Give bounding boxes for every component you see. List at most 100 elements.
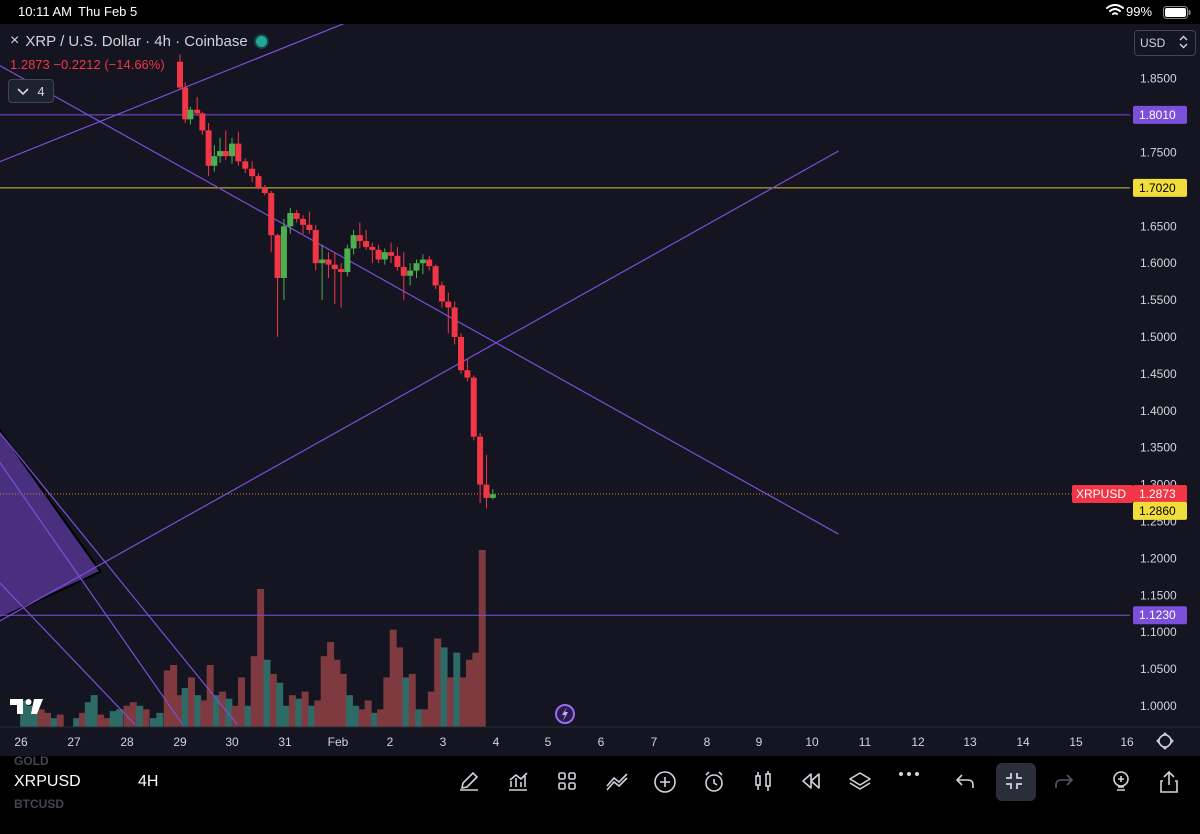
axis-settings-icon[interactable] (1156, 732, 1174, 750)
candle-body (325, 259, 332, 265)
volume-bar (345, 695, 353, 727)
y-tick-label: 1.4500 (1140, 367, 1177, 381)
alarm-icon[interactable] (702, 770, 728, 796)
y-tick-label: 1.6000 (1140, 256, 1177, 270)
collapse-button[interactable] (996, 763, 1036, 801)
replay-icon[interactable] (800, 770, 826, 796)
volume-bar (103, 718, 111, 727)
close-icon[interactable]: × (10, 32, 20, 49)
more-icon[interactable] (897, 770, 923, 796)
share-icon[interactable] (1158, 770, 1184, 796)
battery-icon (1163, 6, 1191, 22)
volume-bar (434, 638, 442, 727)
y-tick-label: 1.0000 (1140, 699, 1177, 713)
x-tick-label: 6 (598, 735, 605, 749)
undo-icon[interactable] (954, 770, 980, 796)
indicators-icon[interactable] (507, 770, 533, 796)
candle-body (489, 494, 496, 498)
indicators-toggle-button[interactable]: 4 (8, 79, 54, 103)
volume-bar (440, 647, 448, 727)
y-tick-label: 1.4000 (1140, 404, 1177, 418)
x-tick-label: 28 (120, 735, 134, 749)
candle-body (280, 226, 287, 278)
volume-bar (50, 718, 58, 727)
candle-body (369, 246, 376, 250)
y-tick-label: 1.6500 (1140, 219, 1177, 233)
candle-body (477, 436, 484, 485)
volume-bar (206, 665, 214, 727)
symbol-button[interactable]: XRPUSD (14, 773, 81, 790)
price-chart[interactable]: 1.8500 1.7500 1.6500 1.6000 1.5500 1.5000 1.45… (0, 0, 1200, 756)
price-tag-bg (1133, 501, 1187, 520)
symbol-legend[interactable]: × XRP / U.S. Dollar · 4h · Coinbase (10, 32, 269, 50)
price-tag-bg (1133, 105, 1187, 124)
grid-icon[interactable] (556, 770, 582, 796)
clock: 10:11 AM (18, 4, 72, 19)
symbol-tag-bg (1072, 484, 1133, 503)
chart-area[interactable] (0, 24, 1200, 756)
redo-icon[interactable] (1053, 770, 1079, 796)
volume-bar (257, 588, 265, 727)
collapse-icon (1003, 770, 1029, 796)
volume-bar (288, 695, 296, 727)
candle-body (194, 109, 201, 114)
layers-icon[interactable] (848, 770, 874, 796)
candle-body (249, 168, 256, 177)
x-tick-label: 27 (67, 735, 81, 749)
market-status-icon (253, 33, 269, 49)
add-icon[interactable] (653, 770, 679, 796)
x-tick-label: 26 (14, 735, 28, 749)
volume-bar (389, 629, 397, 727)
volume-bar (364, 700, 372, 727)
volume-bar (408, 673, 416, 727)
currency-label: USD (1140, 36, 1166, 50)
candles-icon[interactable] (752, 770, 778, 796)
volume-bar (44, 712, 51, 727)
volume-bar (90, 695, 98, 727)
candle-body (413, 263, 420, 271)
trendline (0, 431, 238, 725)
idea-icon[interactable] (1110, 770, 1136, 796)
volume-bar (212, 695, 220, 727)
price-tag-label: 1.2860 (1139, 504, 1176, 518)
interval-button[interactable]: 4H (138, 773, 159, 790)
x-tick-label: 15 (1069, 735, 1083, 749)
volume-bar (276, 682, 284, 727)
x-tick-label: 16 (1120, 735, 1134, 749)
volume-bar (56, 714, 64, 727)
x-tick-label: 12 (911, 735, 925, 749)
candle-body (388, 252, 395, 256)
volume-bar (352, 705, 360, 727)
candle-body (375, 249, 382, 260)
candle-body (432, 266, 439, 286)
trendline (0, 582, 136, 725)
price-tag-label: 1.8010 (1139, 108, 1176, 122)
volume-bar (244, 705, 252, 727)
volume-bar (314, 700, 322, 727)
candle-body (211, 156, 218, 166)
volume-bar (427, 691, 435, 727)
price-tag-label: 1.2873 (1139, 487, 1176, 501)
x-tick-label: 9 (756, 735, 763, 749)
candle-body (242, 161, 249, 169)
lightning-icon[interactable] (555, 704, 575, 724)
volume-bar (377, 709, 385, 727)
x-tick-label: 8 (704, 735, 711, 749)
currency-selector[interactable]: USD (1134, 30, 1196, 56)
y-tick-label: 1.1500 (1140, 588, 1177, 602)
x-tick-label: 3 (440, 735, 447, 749)
candle-body (222, 151, 229, 157)
next-symbol[interactable]: BTCUSD (14, 797, 64, 811)
trendline (0, 150, 839, 622)
trendline (0, 65, 839, 535)
x-tick-label: 30 (225, 735, 239, 749)
previous-symbol[interactable]: GOLD (14, 754, 49, 768)
x-tick-label: 29 (173, 735, 187, 749)
chart-title: XRP / U.S. Dollar · 4h · Coinbase (25, 32, 248, 50)
trendline (0, 24, 345, 163)
volume-bar (358, 709, 366, 727)
drawings-icon[interactable] (605, 770, 631, 796)
candle-body (426, 259, 433, 267)
candle-body (312, 229, 319, 264)
pen-icon[interactable] (458, 770, 484, 796)
